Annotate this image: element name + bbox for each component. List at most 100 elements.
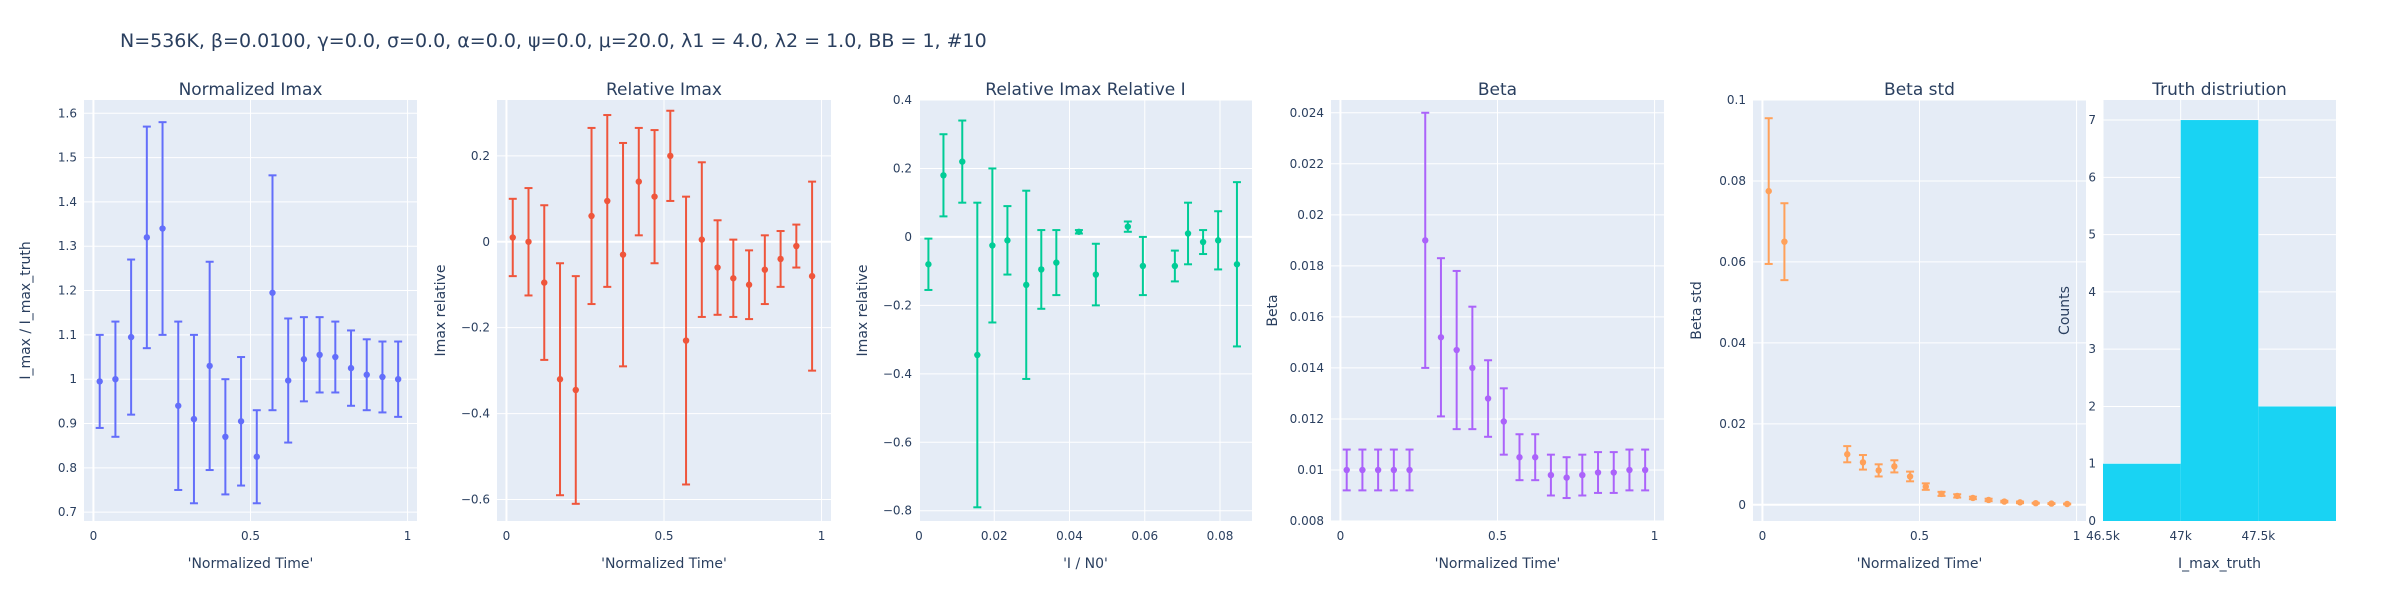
data-point	[284, 377, 292, 384]
data-point	[1594, 469, 1602, 476]
data-point	[1092, 271, 1100, 278]
y-tick-label: 0.018	[1290, 259, 1324, 273]
x-tick-label: 0	[1337, 529, 1345, 543]
subplot-title: Truth distriution	[2151, 80, 2287, 100]
x-axis-label: 'Normalized Time'	[1435, 556, 1561, 572]
data-point	[1406, 466, 1413, 474]
x-tick-label: 0.5	[241, 529, 260, 543]
subplot-4: 0.008 0.01 0.012 0.014 0.016 0.018 0.02 0.022 0.…	[1265, 80, 1664, 572]
data-point	[1453, 346, 1460, 354]
data-point	[698, 236, 706, 243]
data-point	[222, 433, 229, 440]
y-axis-label: I_max / I_max_truth	[18, 241, 34, 379]
y-tick-label: 0.9	[58, 417, 77, 431]
data-point	[300, 356, 308, 363]
data-point	[2048, 500, 2055, 507]
data-point	[1184, 230, 1192, 237]
data-point	[1023, 281, 1030, 289]
data-point	[1531, 454, 1539, 461]
x-tick-label: 0	[503, 529, 511, 543]
y-tick-label: 0.04	[1719, 336, 1746, 350]
data-point	[332, 353, 339, 361]
y-tick-label: 0.016	[1290, 310, 1324, 324]
data-point	[1390, 466, 1398, 474]
y-tick-label: 6	[2088, 170, 2096, 184]
y-tick-label: 0.022	[1290, 157, 1324, 171]
x-tick-label: 1	[818, 529, 826, 543]
y-tick-label: 0	[2088, 514, 2096, 528]
data-point	[761, 266, 769, 273]
histogram-bar	[2180, 120, 2259, 522]
data-point	[1374, 466, 1382, 474]
data-point	[1422, 237, 1429, 244]
data-point	[237, 418, 245, 425]
x-tick-label: 47.5k	[2241, 529, 2275, 543]
data-point	[793, 242, 800, 250]
y-tick-label: −0.8	[883, 504, 912, 518]
y-tick-label: 0.014	[1290, 361, 1324, 375]
data-point	[1626, 466, 1633, 474]
data-point	[682, 337, 690, 344]
y-tick-label: 0.01	[1297, 463, 1324, 477]
data-point	[1139, 262, 1147, 270]
x-axis-label: I_max_truth	[2178, 556, 2261, 572]
data-point	[1359, 466, 1366, 474]
data-point	[1859, 459, 1867, 466]
x-tick-label: 1	[404, 529, 412, 543]
subplot-3: −0.8 −0.6 −0.4 −0.2 0 0.2 0.4 0 0.02 0.04 0.06 0.08…	[855, 80, 1252, 572]
x-tick-label: 0.5	[654, 529, 673, 543]
y-tick-label: 1.1	[58, 328, 77, 342]
subplot-5: 0 0.02 0.04 0.06 0.08 0.1 0 0.5 1 Beta std 'Normal…	[1689, 80, 2086, 572]
data-point	[808, 272, 816, 280]
y-tick-label: 1	[69, 372, 77, 386]
histogram-bar	[2103, 463, 2181, 521]
x-axis-label: 'Normalized Time'	[188, 556, 314, 572]
subplot-title: Relative Imax Relative I	[985, 80, 1185, 100]
data-point	[2001, 498, 2008, 505]
subplot-title: Relative Imax	[606, 80, 722, 100]
data-point	[572, 386, 579, 394]
data-point	[1906, 473, 1914, 480]
x-tick-label: 0	[90, 529, 98, 543]
data-point	[1547, 471, 1555, 479]
data-point	[651, 193, 658, 200]
data-point	[1610, 469, 1617, 476]
y-tick-label: 0.7	[58, 505, 77, 519]
x-tick-label: 1	[1651, 529, 1659, 543]
x-tick-label: 46.5k	[2086, 529, 2120, 543]
subplot-title: Beta	[1478, 80, 1517, 100]
x-axis-label: 'Normalized Time'	[601, 556, 727, 572]
data-point	[206, 362, 213, 370]
y-tick-label: 0.2	[893, 161, 912, 175]
x-tick-label: 0.06	[1131, 529, 1158, 543]
data-point	[316, 351, 323, 359]
data-point	[1579, 471, 1586, 479]
data-point	[959, 158, 966, 165]
data-point	[1969, 494, 1977, 502]
x-tick-label: 0.02	[981, 529, 1008, 543]
data-point	[619, 251, 627, 258]
y-tick-label: 0.8	[58, 461, 77, 475]
data-point	[1844, 451, 1851, 458]
data-point	[1233, 261, 1241, 268]
data-point	[363, 371, 370, 378]
y-tick-label: −0.6	[883, 435, 912, 449]
x-tick-label: 0	[915, 529, 923, 543]
y-tick-label: −0.2	[461, 321, 490, 335]
y-tick-label: 0.06	[1719, 255, 1746, 269]
data-point	[1938, 490, 1945, 498]
y-tick-label: 0	[904, 230, 912, 244]
data-point	[394, 375, 402, 383]
data-point	[143, 234, 151, 241]
data-point	[1563, 474, 1570, 481]
y-axis-label: Counts	[2057, 286, 2073, 335]
data-point	[588, 212, 595, 220]
data-point	[940, 172, 947, 179]
y-axis-label: Beta std	[1689, 281, 1705, 339]
data-point	[925, 261, 932, 268]
data-point	[1922, 483, 1929, 490]
data-point	[379, 373, 386, 381]
data-point	[1171, 262, 1179, 270]
data-point	[112, 375, 119, 383]
